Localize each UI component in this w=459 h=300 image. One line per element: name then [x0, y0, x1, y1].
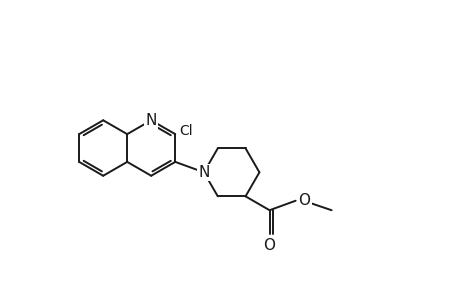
Text: O: O [263, 238, 275, 253]
Text: N: N [198, 165, 209, 180]
Text: O: O [298, 193, 310, 208]
Text: Cl: Cl [179, 124, 192, 138]
Text: N: N [145, 113, 157, 128]
